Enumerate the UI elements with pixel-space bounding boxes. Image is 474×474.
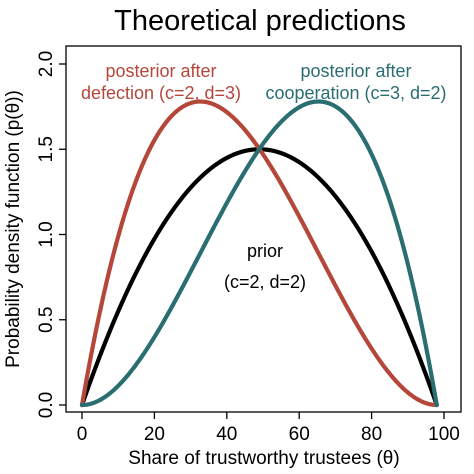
y-tick-label: 1.5 [36, 136, 57, 162]
y-axis-label: Probability density function (p(θ)) [3, 90, 24, 368]
x-tick-label: 80 [361, 424, 382, 445]
y-tick-label: 2.0 [36, 51, 57, 77]
plot-frame [65, 45, 462, 413]
x-axis-ticks: 0 20 40 60 80 100 [77, 412, 460, 445]
x-tick-label: 100 [428, 424, 460, 445]
annotation-prior-line2: (c=2, d=2) [224, 272, 306, 292]
series-layer [79, 99, 439, 408]
annotation-defection-line1: posterior after [105, 61, 216, 81]
x-tick-label: 20 [144, 424, 165, 445]
annotation-cooperation-line2: cooperation (c=3, d=2) [265, 83, 446, 103]
x-axis-label: Share of trustworthy trustees (θ) [128, 448, 399, 469]
y-tick-label: 0.5 [36, 307, 57, 333]
x-tick-label: 60 [289, 424, 310, 445]
annotation-cooperation-line1: posterior after [300, 61, 411, 81]
y-tick-label: 1.0 [36, 221, 57, 247]
y-tick-label: 0.0 [36, 392, 57, 418]
annotation-defection-line2: defection (c=2, d=3) [81, 83, 241, 103]
y-axis-ticks: 0.0 0.5 1.0 1.5 2.0 [36, 51, 66, 418]
annotation-prior-line1: prior [247, 241, 283, 261]
x-tick-label: 40 [216, 424, 237, 445]
x-tick-label: 0 [77, 424, 88, 445]
chart-title: Theoretical predictions [114, 5, 406, 37]
cooperation-posterior-curve [79, 99, 439, 408]
